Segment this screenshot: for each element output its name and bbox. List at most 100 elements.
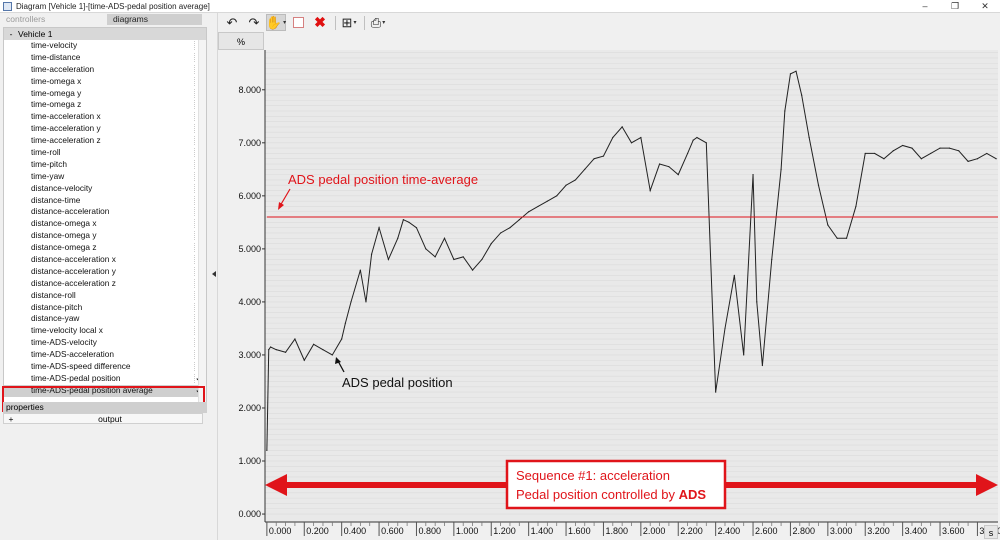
checkbox[interactable] (194, 171, 203, 181)
tree-item[interactable]: time-yaw (4, 171, 206, 183)
zoom-icon[interactable]: ⊞ ▾ (339, 14, 359, 31)
tree-item[interactable]: distance-acceleration x (4, 254, 206, 266)
checkbox[interactable] (194, 41, 203, 50)
checkbox[interactable] (194, 159, 203, 169)
rectangle-select-icon[interactable] (288, 14, 308, 31)
tree-group-label: Vehicle 1 (18, 29, 53, 39)
data-point (434, 256, 436, 258)
undo-icon[interactable]: ↶ (226, 14, 238, 30)
pan-icon[interactable]: ✋ ▾ (266, 14, 286, 31)
checkbox[interactable] (194, 243, 203, 253)
redo-icon[interactable]: ↷ (248, 14, 260, 30)
checkbox[interactable] (194, 100, 203, 110)
tree-item[interactable]: time-pitch (4, 159, 206, 171)
tree-item-label: distance-omega z (31, 242, 97, 253)
panel-tabs: controllers diagrams (0, 14, 210, 25)
data-point (780, 168, 782, 170)
checkbox[interactable] (194, 112, 203, 122)
tree-item[interactable]: distance-velocity (4, 183, 206, 195)
checkbox[interactable] (194, 124, 203, 134)
expand-toggle[interactable]: + (8, 414, 14, 424)
x-tick-label: 1.600 (568, 526, 591, 536)
tree-item[interactable]: distance-omega x (4, 218, 206, 230)
y-tick-label: 2.000 (238, 403, 261, 413)
checkbox[interactable] (194, 195, 203, 205)
checkbox[interactable] (194, 290, 203, 300)
tree-item[interactable]: time-roll (4, 147, 206, 159)
tree-item[interactable]: time-acceleration x (4, 111, 206, 123)
properties-output-row[interactable]: + output (3, 413, 203, 424)
tree-item[interactable]: time-omega z (4, 99, 206, 111)
checkbox[interactable] (194, 338, 203, 348)
tree-item[interactable]: distance-omega y (4, 230, 206, 242)
checkbox[interactable] (194, 148, 203, 158)
tree-item[interactable]: time-ADS-velocity (4, 337, 206, 349)
tree-item[interactable]: distance-pitch (4, 302, 206, 314)
delete-icon[interactable]: ✖ (314, 14, 326, 30)
checkbox[interactable] (194, 266, 203, 276)
tree-item-label: time-velocity local x (31, 325, 103, 336)
tree-item[interactable]: time-distance (4, 52, 206, 64)
tree-item-label: distance-omega x (31, 218, 97, 229)
x-unit-label: s (984, 525, 998, 539)
collapse-arrow-icon[interactable] (212, 271, 216, 277)
data-point (668, 166, 670, 168)
checkbox[interactable] (194, 362, 203, 372)
close-button[interactable]: ✕ (981, 1, 989, 11)
tab-controllers[interactable]: controllers (0, 14, 107, 25)
tree-item[interactable]: time-acceleration y (4, 123, 206, 135)
checkbox[interactable] (194, 183, 203, 193)
tree-item[interactable]: distance-acceleration (4, 206, 206, 218)
tree-item[interactable]: distance-omega z (4, 242, 206, 254)
checkbox[interactable] (194, 326, 203, 336)
tree-item[interactable]: time-acceleration z (4, 135, 206, 147)
tree-item[interactable]: time-ADS-acceleration (4, 349, 206, 361)
data-point (630, 142, 633, 144)
tree-item[interactable]: time-ADS-speed difference (4, 361, 206, 373)
maximize-button[interactable]: ❐ (950, 1, 960, 11)
checkbox[interactable] (194, 64, 203, 74)
checkbox[interactable] (194, 314, 203, 324)
tree-item[interactable]: time-velocity local x (4, 325, 206, 337)
minimize-button[interactable]: – (922, 1, 928, 11)
panel-splitter[interactable] (210, 13, 218, 540)
checkbox[interactable] (194, 302, 203, 312)
tree-item[interactable]: distance-acceleration z (4, 278, 206, 290)
checkbox[interactable] (194, 231, 203, 241)
tree-scrollbar[interactable] (198, 40, 206, 409)
print-icon[interactable]: ⎙ ▾ (368, 14, 388, 31)
x-tick-label: 2.800 (792, 526, 815, 536)
diagram-tree: - Vehicle 1 time-velocity time-distance ti… (3, 27, 207, 410)
checkbox[interactable] (194, 52, 203, 62)
y-tick-label: 1.000 (238, 456, 261, 466)
data-point (784, 110, 786, 112)
tree-item-label: time-omega y (31, 87, 82, 98)
checkbox[interactable] (194, 350, 203, 360)
tree-item[interactable]: time-omega x (4, 76, 206, 88)
checkbox[interactable] (194, 278, 203, 288)
chart-area[interactable]: 0.000 1.000 2.000 3.000 4.000 5.000 6.000 7.000… (218, 32, 1000, 540)
y-tick-label: 4.000 (238, 297, 261, 307)
tree-item[interactable]: time-omega y (4, 88, 206, 100)
tree-item[interactable]: distance-yaw (4, 313, 206, 325)
checkbox[interactable] (194, 76, 203, 86)
data-point (808, 136, 810, 139)
x-tick-label: 3.200 (867, 526, 890, 536)
tree-item[interactable]: time-ADS-pedal position✓ (4, 373, 206, 385)
checkbox[interactable] (194, 88, 203, 98)
tree-group-vehicle[interactable]: - Vehicle 1 (4, 28, 206, 40)
line-chart[interactable]: 0.000 1.000 2.000 3.000 4.000 5.000 6.000 7.000… (218, 32, 1000, 540)
tree-item[interactable]: time-velocity (4, 40, 206, 52)
tree-item[interactable]: time-ADS-pedal position average✓ (4, 384, 206, 397)
tree-item[interactable]: distance-roll (4, 290, 206, 302)
chevron-down-icon: ▾ (353, 20, 357, 26)
tree-item[interactable]: distance-acceleration y (4, 266, 206, 278)
tree-item[interactable]: time-acceleration (4, 64, 206, 76)
tab-diagrams[interactable]: diagrams (107, 14, 202, 25)
collapse-toggle[interactable]: - (9, 29, 13, 39)
checkbox[interactable] (194, 219, 203, 229)
checkbox[interactable] (194, 255, 203, 265)
tree-item[interactable]: distance-time (4, 195, 206, 207)
checkbox[interactable] (194, 136, 203, 146)
checkbox[interactable] (194, 207, 203, 217)
